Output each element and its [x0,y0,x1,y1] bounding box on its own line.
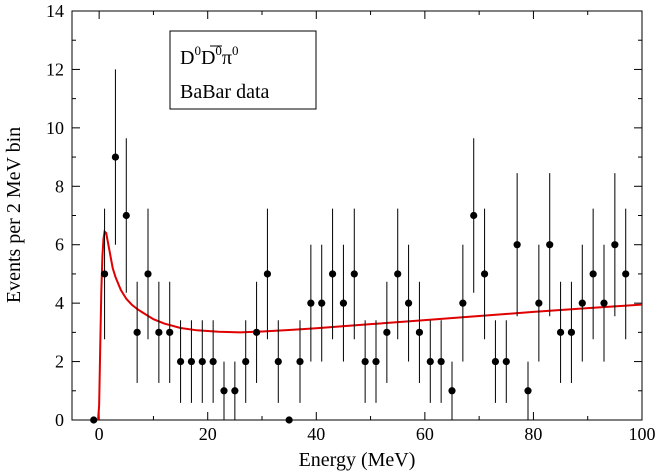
data-point [611,241,619,249]
y-tick-label: 12 [46,59,64,79]
legend-pi: π [222,47,232,69]
data-point [307,299,315,307]
x-axis-title: Energy (MeV) [299,449,416,471]
y-tick-label: 0 [55,410,64,430]
data-point [567,328,576,336]
data-point [339,299,348,307]
data-point [252,328,261,336]
data-point [100,270,109,278]
data-point [198,357,206,366]
data-point [524,387,532,395]
data-point [166,328,174,336]
data-point [318,299,326,307]
data-points-layer [90,69,630,424]
data-point [491,357,500,366]
data-point [220,387,228,395]
data-point [535,299,543,307]
data-point [622,270,630,278]
axis-ticks: 0 20 40 60 80 100 0 2 4 6 8 10 12 14 [46,1,656,444]
data-point [187,357,196,366]
legend-d1: D [180,47,194,69]
data-point [231,387,239,395]
data-point [361,357,369,366]
data-point [459,299,467,307]
y-tick-label: 10 [46,118,64,138]
data-point [263,270,272,278]
data-point [350,270,358,278]
x-tick-label: 60 [416,424,434,444]
data-point [556,328,565,336]
data-point [242,357,250,366]
legend-sup-1: 0 [194,43,201,58]
data-point [600,299,608,307]
data-point [144,270,152,278]
fit-curve [97,229,643,421]
data-point [426,357,434,366]
data-point [502,357,510,366]
data-point [470,211,478,220]
data-point [513,241,521,249]
data-point [404,299,413,307]
plot-frame [71,10,643,421]
data-point [209,357,217,366]
data-point [111,153,120,161]
y-axis-title: Events per 2 MeV bin [3,127,25,303]
data-point [437,357,445,366]
legend-sup-3: 0 [232,43,239,58]
y-tick-label: 14 [46,1,64,21]
data-point [415,328,424,336]
legend-line-1: D0D0π0 [180,43,239,69]
data-point [274,357,282,366]
data-point [394,270,402,278]
data-point [578,299,586,307]
data-point [122,211,130,220]
data-point [176,357,185,366]
data-point [285,416,293,424]
data-point [546,241,554,249]
data-point [372,357,380,366]
y-tick-label: 4 [55,293,64,313]
x-tick-label: 20 [199,424,217,444]
data-point [328,270,337,278]
data-point [448,387,456,395]
x-tick-label: 40 [307,424,325,444]
legend-box [169,30,317,110]
data-point [589,270,597,278]
y-tick-label: 8 [55,176,64,196]
y-tick-label: 6 [55,235,64,255]
x-tick-label: 0 [95,424,104,444]
data-point [383,328,391,336]
y-tick-label: 2 [55,352,64,372]
data-point [133,328,141,336]
legend-d2: D [201,47,215,69]
data-point [480,270,489,278]
legend: D0D0π0 BaBar data [169,30,317,110]
x-tick-label: 80 [524,424,542,444]
data-point [296,357,304,366]
x-tick-label: 100 [629,424,656,444]
fit-curve-layer [97,229,643,421]
data-point [90,416,98,424]
legend-line-2: BaBar data [180,81,270,103]
data-point [155,328,163,336]
legend-sup-2: 0 [215,43,222,58]
